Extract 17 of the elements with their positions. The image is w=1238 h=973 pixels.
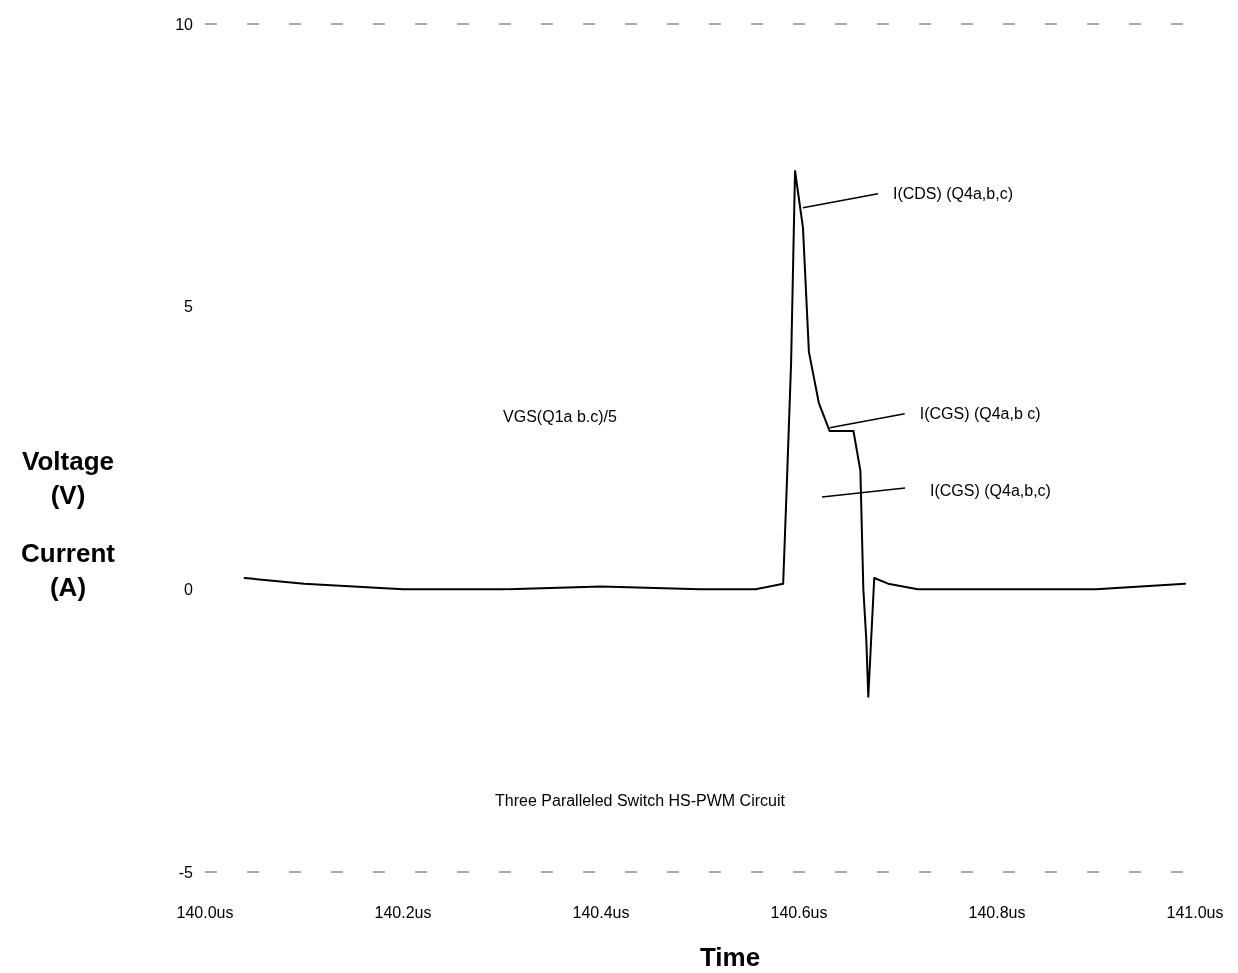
x-tick-label: 140.8us xyxy=(968,904,1026,921)
x-tick-label: 140.6us xyxy=(770,904,828,921)
y-tick-label: 5 xyxy=(184,298,194,316)
annotation: I(CGS) (Q4a,b,c) xyxy=(930,481,1051,499)
x-tick-label: 141.0us xyxy=(1166,904,1224,921)
annotation: VGS(Q1a b.c)/5 xyxy=(503,407,618,425)
x-axis-title: Time xyxy=(699,942,761,972)
y-tick-label: -5 xyxy=(178,863,194,881)
y-axis-title: Voltage (V) Current (A) xyxy=(21,446,116,602)
annotation: I(CDS) (Q4a,b,c) xyxy=(892,185,1013,203)
y-tick-label: 0 xyxy=(184,580,194,598)
x-tick-label: 140.4us xyxy=(572,904,630,921)
x-tick-label: 140.2us xyxy=(374,904,432,921)
y-tick-label: 10 xyxy=(175,15,194,33)
text: Three Paralleled Switch HS-PWM Circuit xyxy=(495,792,786,809)
x-tick-label: 140.0us xyxy=(176,904,234,921)
annotation: I(CGS) (Q4a,b c) xyxy=(919,405,1041,423)
